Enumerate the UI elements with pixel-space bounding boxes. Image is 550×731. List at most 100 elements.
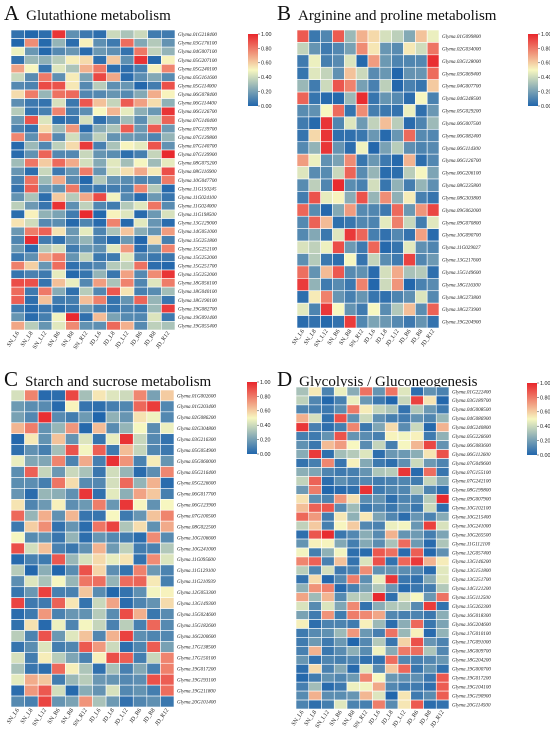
legend-tick-label: 0.60 — [540, 410, 550, 416]
heatmap-cell — [333, 395, 348, 406]
heatmap-cell — [79, 141, 94, 151]
heatmap-cell — [10, 400, 25, 413]
heatmap-cell — [24, 278, 39, 288]
heatmap-cell — [435, 628, 450, 638]
heatmap-cell — [120, 269, 135, 279]
heatmap-cell — [10, 303, 25, 314]
heatmap-cell — [79, 201, 94, 211]
heatmap-cell — [24, 455, 39, 467]
heatmap-cell — [320, 278, 333, 292]
heatmap-cell — [24, 575, 39, 588]
heatmap-cell — [410, 538, 424, 549]
heatmap-cell — [346, 556, 361, 567]
heatmap-cell — [147, 141, 162, 151]
heatmap-cell — [37, 433, 53, 445]
heatmap-cell — [435, 583, 450, 594]
heatmap-cell — [308, 29, 321, 43]
heatmap-cell — [379, 153, 392, 167]
heatmap-cell — [379, 141, 392, 155]
heatmap-cell — [321, 646, 335, 656]
heatmap-cell — [410, 690, 424, 701]
heatmap-cell — [38, 149, 53, 159]
heatmap-cell — [403, 265, 416, 279]
heatmap-cell — [359, 476, 373, 486]
heatmap-cell — [391, 228, 404, 242]
heatmap-cell — [51, 641, 66, 653]
heatmap-cell — [372, 556, 386, 567]
heatmap-cell — [333, 672, 348, 683]
heatmap-cell — [384, 619, 399, 629]
heatmap-cell — [321, 628, 335, 638]
heatmap-cell — [379, 178, 392, 192]
heatmap-cell — [367, 104, 381, 118]
heatmap-cell — [119, 695, 134, 708]
heatmap-cell — [410, 404, 424, 415]
gene-label: Glyma.13G129000 — [178, 221, 217, 227]
heatmap-cell — [132, 488, 148, 500]
heatmap-cell — [295, 431, 310, 441]
heatmap-cell — [147, 261, 162, 271]
gene-label: Glyma.13G146200 — [452, 559, 491, 565]
heatmap-cell — [24, 608, 39, 620]
heatmap-cell — [295, 655, 310, 665]
heatmap-cell — [51, 46, 66, 57]
heatmap-cell — [51, 295, 66, 305]
legend-tick-label: 1.00 — [261, 32, 272, 38]
heatmap-cell — [10, 98, 25, 108]
heatmap-cell — [321, 556, 335, 567]
heatmap-cell — [415, 240, 428, 254]
heatmap-cell — [410, 663, 424, 674]
heatmap-cell — [79, 192, 94, 202]
gene-label: Glyma.05G114000 — [178, 84, 217, 90]
heatmap-cell — [65, 278, 80, 288]
gene-label: Glyma.04G240800 — [452, 425, 491, 431]
legend-tick-label: 0.80 — [260, 394, 271, 400]
heatmap-cell — [37, 695, 53, 708]
heatmap-cell — [24, 261, 39, 271]
heatmap-cell — [38, 261, 53, 271]
heatmap-cell — [161, 295, 176, 305]
heatmap-cell — [355, 240, 369, 254]
heatmap-cell — [92, 652, 107, 664]
heatmap-cell — [132, 695, 148, 708]
heatmap-cell — [147, 192, 162, 202]
heatmap-cell — [105, 586, 120, 598]
heatmap-cells — [10, 29, 176, 331]
heatmap-cell — [133, 201, 148, 211]
gene-label: Glyma.07G049600 — [452, 461, 491, 467]
heatmap-cell — [308, 610, 322, 620]
gene-label: Glyma.19G082700 — [178, 306, 217, 312]
heatmap-cell — [38, 183, 53, 194]
heatmap-cell — [161, 252, 176, 262]
heatmap-cell — [379, 42, 392, 56]
heatmap-cell — [10, 243, 25, 254]
heatmap-cell — [403, 228, 416, 242]
heatmap-cell — [415, 29, 428, 43]
heatmap-cell — [423, 538, 437, 549]
heatmap-cell — [355, 166, 369, 180]
heatmap-cell — [372, 422, 386, 433]
heatmap-cell — [308, 54, 321, 68]
heatmap-cell — [92, 444, 107, 456]
heatmap-cell — [132, 433, 148, 445]
heatmap-cell — [359, 440, 373, 450]
heatmap-cell — [308, 628, 322, 638]
panel-a-title: A Glutathione metabolism — [4, 1, 171, 26]
gene-label: Glyma.19G193100 — [177, 677, 216, 683]
heatmap-cell — [51, 55, 66, 65]
heatmap-cell — [415, 91, 428, 105]
heatmap-cell — [92, 123, 107, 134]
heatmap-cell — [332, 91, 345, 105]
heatmap-cell — [321, 511, 335, 522]
heatmap-cell — [320, 129, 333, 143]
heatmap-cell — [391, 42, 404, 56]
heatmap-cell — [133, 218, 148, 228]
heatmap-cell — [120, 295, 135, 305]
heatmap-cell — [359, 431, 373, 441]
sample-label: JD_L6 — [368, 710, 382, 727]
heatmap-cell — [51, 166, 66, 177]
heatmap-cell — [333, 502, 348, 513]
heatmap-cell — [132, 444, 148, 456]
heatmap-cell — [423, 395, 437, 406]
heatmap-cell — [78, 695, 93, 708]
